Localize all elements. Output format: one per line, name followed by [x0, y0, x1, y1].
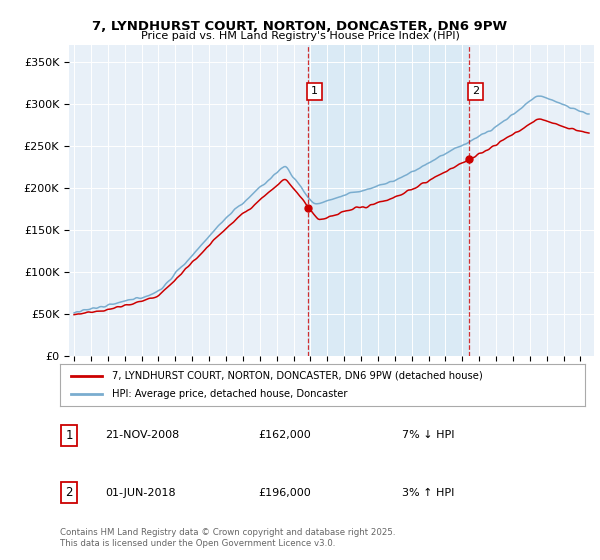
Text: Contains HM Land Registry data © Crown copyright and database right 2025.
This d: Contains HM Land Registry data © Crown c… [60, 528, 395, 548]
Text: 1: 1 [65, 429, 73, 442]
Text: HPI: Average price, detached house, Doncaster: HPI: Average price, detached house, Donc… [113, 389, 348, 399]
Bar [308, 45, 469, 356]
Text: Price paid vs. HM Land Registry's House Price Index (HPI): Price paid vs. HM Land Registry's House … [140, 31, 460, 41]
Text: £196,000: £196,000 [258, 488, 311, 497]
Text: 3% ↑ HPI: 3% ↑ HPI [402, 488, 454, 497]
Text: 7, LYNDHURST COURT, NORTON, DONCASTER, DN6 9PW: 7, LYNDHURST COURT, NORTON, DONCASTER, D… [92, 20, 508, 32]
Text: 01-JUN-2018: 01-JUN-2018 [105, 488, 176, 497]
Text: 21-NOV-2008: 21-NOV-2008 [105, 431, 179, 440]
Text: £162,000: £162,000 [258, 431, 311, 440]
Text: 2: 2 [472, 86, 479, 96]
Text: 2: 2 [65, 486, 73, 499]
Text: 1: 1 [311, 86, 318, 96]
Text: 7% ↓ HPI: 7% ↓ HPI [402, 431, 455, 440]
Text: 7, LYNDHURST COURT, NORTON, DONCASTER, DN6 9PW (detached house): 7, LYNDHURST COURT, NORTON, DONCASTER, D… [113, 371, 483, 381]
